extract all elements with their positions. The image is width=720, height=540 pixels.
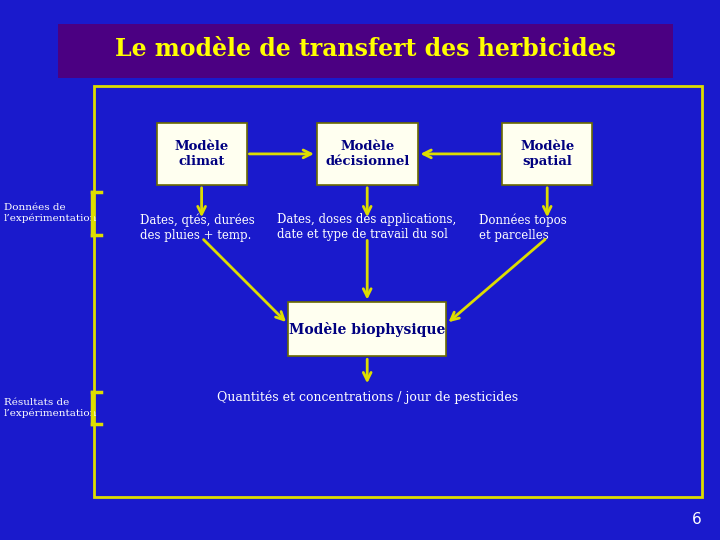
Text: Modèle
spatial: Modèle spatial [520,140,575,168]
FancyBboxPatch shape [157,123,246,185]
Text: Dates, qtés, durées
des pluies + temp.: Dates, qtés, durées des pluies + temp. [140,213,255,242]
FancyBboxPatch shape [288,302,446,356]
FancyBboxPatch shape [317,123,418,185]
FancyBboxPatch shape [94,86,702,497]
Text: Données de
l’expérimentation: Données de l’expérimentation [4,203,97,224]
Text: Le modèle de transfert des herbicides: Le modèle de transfert des herbicides [115,37,616,60]
Text: Modèle
décisionnel: Modèle décisionnel [325,140,410,168]
Text: Modèle biophysique: Modèle biophysique [289,322,446,337]
Text: Dates, doses des applications,
date et type de travail du sol: Dates, doses des applications, date et t… [277,213,456,241]
Text: 6: 6 [692,511,702,526]
FancyBboxPatch shape [58,24,673,78]
Text: Modèle
climat: Modèle climat [174,140,229,168]
Text: Données topos
et parcelles: Données topos et parcelles [479,213,567,242]
FancyBboxPatch shape [503,123,593,185]
Text: Quantités et concentrations / jour de pesticides: Quantités et concentrations / jour de pe… [217,390,518,404]
Text: Résultats de
l’expérimentation: Résultats de l’expérimentation [4,397,97,418]
